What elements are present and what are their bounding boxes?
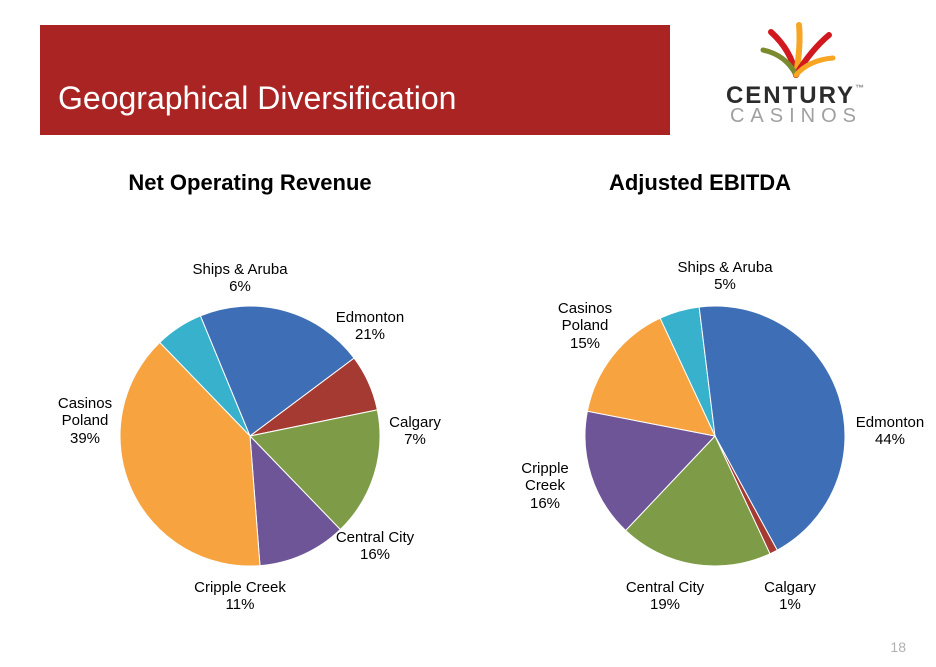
page-title: Geographical Diversification (58, 80, 456, 117)
logo-text-casinos: CASINOS (691, 106, 901, 126)
pie-chart: Ships & Aruba 6% Edmonton 21% Calgary 7% Ce… (40, 206, 460, 626)
pie-label: Calgary 1% (764, 579, 816, 614)
chart-title: Net Operating Revenue (40, 170, 460, 196)
pie-label: Edmonton 21% (336, 309, 404, 344)
title-bar: Geographical Diversification (40, 25, 670, 135)
pie-label: Edmonton 44% (856, 414, 924, 449)
pie-label: Central City 16% (336, 529, 414, 564)
pie-label: Casinos Poland 39% (58, 395, 112, 447)
chart-adjusted-ebitda: Adjusted EBITDA Ships & Aruba 5%Edmonton… (490, 170, 910, 626)
pie-label: Cripple Creek 16% (521, 460, 569, 512)
pie-label: Ships & Aruba 5% (677, 259, 772, 294)
pie-label: Casinos Poland 15% (558, 300, 612, 352)
pie-label: Central City 19% (626, 579, 704, 614)
pie-label: Cripple Creek 11% (194, 579, 286, 614)
page-number: 18 (890, 639, 906, 655)
century-casinos-logo: CENTURY™ CASINOS (691, 20, 901, 126)
pie-chart: Ships & Aruba 5%Edmonton 44%Calgary 1%Ce… (490, 206, 910, 626)
chart-title: Adjusted EBITDA (490, 170, 910, 196)
chart-net-operating-revenue: Net Operating Revenue Ships & Aruba 6% Ed… (40, 170, 460, 626)
logo-burst-icon (751, 20, 841, 80)
pie-label: Calgary 7% (389, 414, 441, 449)
pie-label: Ships & Aruba 6% (192, 261, 287, 296)
